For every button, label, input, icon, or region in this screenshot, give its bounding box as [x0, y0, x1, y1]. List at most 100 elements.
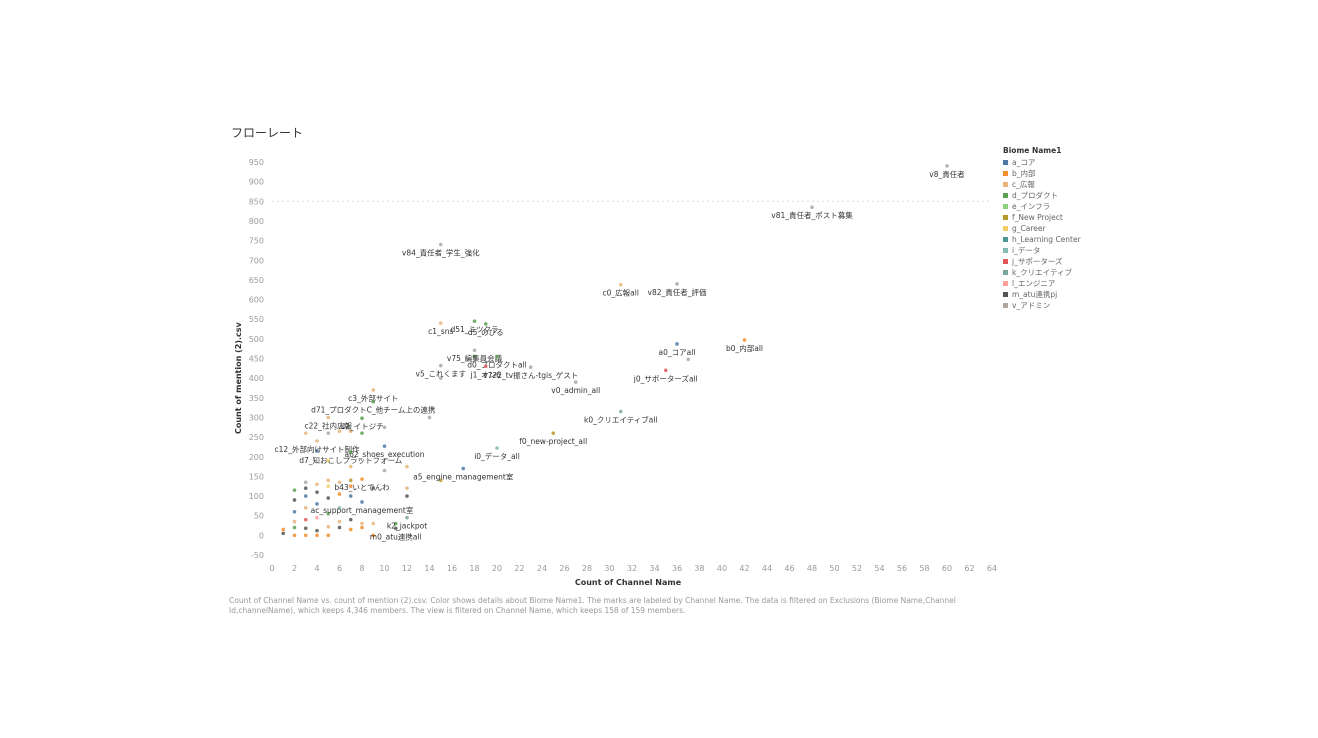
data-point	[360, 477, 364, 481]
point-label: d0_プロダクトall	[467, 360, 527, 370]
data-point	[663, 368, 668, 373]
data-point	[495, 354, 499, 359]
legend-item: i_データ	[1003, 245, 1081, 256]
y-tick-label: -50	[251, 551, 264, 560]
data-point	[303, 517, 308, 522]
legend-label: e_インフラ	[1012, 202, 1051, 211]
x-tick-label: 44	[762, 564, 772, 573]
legend-item: a_コア	[1003, 157, 1081, 168]
data-point	[371, 521, 376, 526]
data-point	[315, 533, 319, 538]
data-point	[337, 525, 342, 530]
x-tick-label: 12	[402, 564, 412, 573]
data-point	[337, 429, 342, 434]
point-label: a5_engine_management室	[413, 472, 514, 482]
legend-swatch	[1003, 259, 1008, 264]
legend-swatch	[1003, 303, 1008, 308]
y-tick-label: 350	[249, 394, 264, 403]
point-label: j1_オン6	[470, 370, 502, 379]
data-point	[438, 376, 443, 380]
data-point	[405, 494, 409, 498]
data-point	[337, 519, 342, 524]
y-tick-label: 250	[249, 433, 264, 442]
y-tick-label: 850	[249, 197, 264, 206]
data-point	[438, 478, 443, 483]
legend-label: c_広報	[1012, 180, 1035, 189]
data-point	[686, 357, 691, 362]
y-tick-label: 100	[249, 492, 264, 501]
point-label: k2_jackpot	[387, 522, 427, 531]
data-point	[438, 242, 443, 247]
data-point	[315, 449, 319, 453]
data-point	[371, 399, 376, 404]
data-point	[348, 527, 353, 532]
x-tick-label: 28	[582, 564, 592, 573]
data-point	[405, 515, 409, 520]
data-point	[326, 478, 331, 483]
data-point	[292, 488, 297, 492]
data-point	[528, 365, 533, 369]
legend-label: m_atu連携pj	[1012, 290, 1058, 299]
x-tick-label: 10	[379, 564, 389, 573]
data-point	[405, 486, 409, 490]
legend-label: f_New Project	[1012, 213, 1063, 222]
legend-label: v_アドミン	[1012, 301, 1051, 310]
y-tick-label: 800	[249, 217, 264, 226]
data-point	[393, 526, 398, 531]
data-point	[292, 525, 297, 530]
data-point	[348, 484, 353, 489]
x-tick-label: 64	[987, 564, 997, 573]
data-point	[360, 416, 364, 421]
data-point	[315, 482, 319, 487]
data-point	[292, 509, 297, 514]
data-point	[326, 533, 331, 538]
x-tick-label: 18	[469, 564, 479, 573]
legend-label: a_コア	[1012, 158, 1036, 167]
data-point	[315, 528, 319, 533]
data-point	[371, 533, 376, 538]
y-axis-title: Count of mention (2).csv	[234, 321, 243, 434]
data-point	[292, 533, 297, 538]
data-point	[326, 511, 331, 516]
legend-label: i_データ	[1012, 246, 1041, 255]
x-tick-label: 48	[807, 564, 817, 573]
legend-swatch	[1003, 248, 1008, 253]
data-point	[405, 464, 409, 469]
y-tick-label: 600	[249, 296, 264, 305]
data-point	[315, 502, 319, 506]
point-label: d51_ミツクラ	[450, 325, 498, 334]
y-tick-label: 950	[249, 158, 264, 167]
legend-item: e_インフラ	[1003, 201, 1081, 212]
y-tick-label: 900	[249, 178, 264, 187]
data-point	[427, 415, 432, 420]
y-tick-label: 400	[249, 374, 264, 383]
x-tick-label: 0	[269, 564, 274, 573]
legend-swatch	[1003, 182, 1008, 187]
x-tick-label: 60	[942, 564, 952, 573]
x-tick-label: 34	[649, 564, 659, 573]
legend-label: l_エンジニア	[1012, 279, 1056, 288]
point-label: f0_new-project_all	[519, 437, 587, 446]
data-point	[438, 363, 443, 368]
legend-swatch	[1003, 160, 1008, 165]
point-label: v8_責任者	[929, 169, 965, 179]
legend-item: g_Career	[1003, 223, 1081, 234]
data-point	[472, 354, 477, 359]
data-point	[303, 486, 308, 490]
y-tick-label: 700	[249, 256, 264, 265]
x-tick-label: 32	[627, 564, 637, 573]
data-point	[292, 498, 297, 502]
legend-label: d_プロダクト	[1012, 191, 1059, 200]
legend-label: j_サポーターズ	[1012, 257, 1063, 266]
data-point	[382, 444, 387, 448]
legend-label: k_クリエイティブ	[1012, 268, 1072, 277]
point-label: d71_プロダクトC_他チーム上の連携	[311, 405, 436, 415]
data-point	[483, 364, 488, 369]
point-label: d7_知おこしプラットフォーム	[299, 455, 402, 465]
x-tick-label: 54	[874, 564, 884, 573]
x-tick-label: 24	[537, 564, 547, 573]
data-point	[472, 348, 477, 353]
legend-item: f_New Project	[1003, 212, 1081, 223]
x-tick-label: 2	[292, 564, 297, 573]
